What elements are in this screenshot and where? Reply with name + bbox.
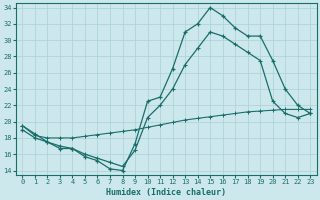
- X-axis label: Humidex (Indice chaleur): Humidex (Indice chaleur): [106, 188, 226, 197]
